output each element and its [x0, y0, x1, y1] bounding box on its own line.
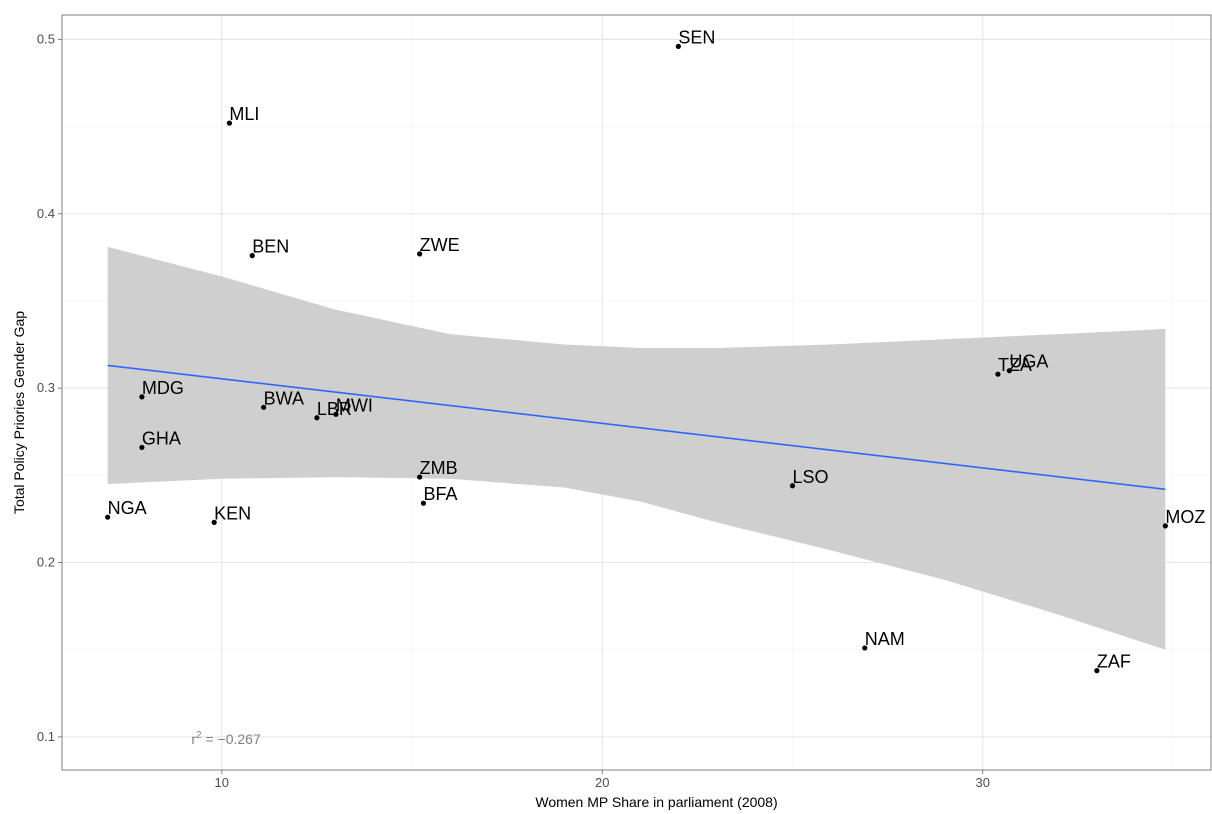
y-tick-label: 0.4: [37, 206, 55, 221]
data-point-mwi: [333, 411, 339, 417]
annotation-prefix: r: [191, 731, 196, 747]
point-label-ken: KEN: [214, 503, 251, 523]
point-label-tza: TZA: [998, 355, 1032, 375]
y-tick-label: 0.1: [37, 729, 55, 744]
data-point-nga: [105, 514, 111, 520]
point-label-zwe: ZWE: [420, 235, 460, 255]
annotation-superscript: 2: [196, 730, 202, 741]
point-label-mdg: MDG: [142, 378, 184, 398]
data-point-zaf: [1094, 668, 1100, 674]
point-label-lso: LSO: [792, 467, 828, 487]
data-point-lbr: [314, 415, 320, 421]
data-point-bfa: [420, 500, 427, 506]
data-point-uga: [1006, 368, 1012, 374]
point-label-nga: NGA: [108, 498, 147, 518]
data-point-bwa: [261, 404, 267, 410]
r-squared-annotation: r2 = −0.267: [191, 730, 261, 747]
point-label-bwa: BWA: [264, 388, 304, 408]
point-label-gha: GHA: [142, 428, 181, 448]
x-tick-label: 20: [595, 775, 609, 790]
plot-border: [61, 14, 1212, 771]
x-axis-ticks: 10 20 30: [215, 770, 990, 790]
y-tick-label: 0.2: [37, 555, 55, 570]
data-point-zmb: [417, 474, 423, 480]
trend-line: [107, 364, 1166, 491]
data-point-sen: [675, 43, 681, 49]
point-label-mwi: MWI: [336, 395, 373, 415]
point-label-zmb: ZMB: [420, 458, 458, 478]
data-point-gha: [139, 444, 145, 451]
confidence-band-layer: [107, 246, 1166, 650]
point-label-mli: MLI: [229, 104, 259, 124]
x-tick-label: 30: [975, 775, 989, 790]
data-point-ken: [211, 519, 217, 526]
y-axis-title: Total Policy Priories Gender Gap: [11, 311, 27, 514]
x-axis-title: Women MP Share in parliament (2008): [535, 794, 777, 810]
point-label-sen: SEN: [678, 27, 715, 47]
annotation-value: = −0.267: [202, 731, 261, 747]
y-tick-label: 0.3: [37, 380, 55, 395]
data-point-mdg: [139, 394, 145, 400]
trend-line-layer: [107, 364, 1166, 491]
point-label-lbr: LBR: [317, 399, 352, 419]
y-axis-ticks: 0.1 0.2 0.3 0.4 0.5: [37, 31, 62, 744]
data-point-tza: [995, 371, 1001, 377]
point-label-ben: BEN: [252, 237, 289, 257]
point-label-uga: UGA: [1009, 352, 1048, 372]
point-label-zaf: ZAF: [1097, 652, 1131, 672]
y-tick-label: 0.5: [37, 31, 55, 46]
data-point-moz: [1162, 523, 1168, 529]
point-label-nam: NAM: [865, 629, 905, 649]
confidence-band: [107, 246, 1166, 650]
data-point-ben: [249, 253, 255, 259]
point-label-bfa: BFA: [423, 484, 457, 504]
data-point-zwe: [417, 251, 423, 257]
point-label-moz: MOZ: [1165, 507, 1205, 527]
data-point-nam: [862, 645, 868, 651]
x-tick-label: 10: [215, 775, 229, 790]
data-point-lso: [789, 483, 796, 489]
data-point-mli: [226, 120, 233, 126]
data-points: [105, 43, 1168, 674]
